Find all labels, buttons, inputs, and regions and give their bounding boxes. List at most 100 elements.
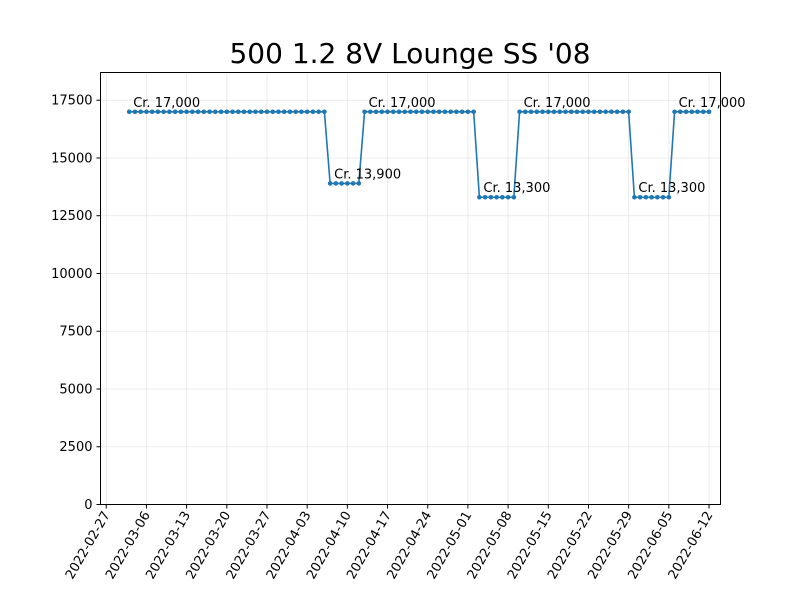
y-tick-label: 17500 bbox=[51, 94, 92, 109]
data-point bbox=[339, 181, 344, 186]
data-point bbox=[695, 109, 700, 115]
data-point bbox=[402, 109, 408, 115]
data-point bbox=[235, 109, 241, 115]
data-point bbox=[649, 194, 654, 200]
data-point bbox=[241, 109, 247, 115]
y-tick-label: 12500 bbox=[51, 209, 92, 224]
data-point bbox=[643, 194, 649, 200]
data-point bbox=[190, 109, 195, 115]
data-point bbox=[448, 109, 453, 115]
y-tick-label: 7500 bbox=[59, 325, 92, 340]
data-point bbox=[396, 109, 402, 115]
data-point bbox=[494, 194, 499, 200]
y-tick-label: 5000 bbox=[59, 382, 92, 397]
data-point bbox=[201, 109, 207, 115]
data-point bbox=[632, 194, 637, 200]
data-point bbox=[281, 109, 287, 115]
data-point bbox=[178, 109, 184, 115]
data-point bbox=[563, 109, 568, 115]
data-point bbox=[132, 109, 138, 115]
data-point bbox=[184, 109, 189, 115]
data-point bbox=[213, 109, 218, 115]
data-point bbox=[293, 109, 298, 115]
data-point bbox=[126, 109, 132, 115]
data-point bbox=[580, 109, 586, 115]
data-point bbox=[666, 194, 672, 200]
data-point bbox=[419, 109, 425, 115]
data-label: Cr. 17,000 bbox=[679, 96, 746, 111]
data-point bbox=[465, 109, 471, 115]
data-label: Cr. 13,300 bbox=[638, 181, 705, 196]
data-point bbox=[356, 181, 362, 186]
data-point bbox=[488, 194, 494, 200]
data-point bbox=[304, 109, 310, 115]
series-line bbox=[129, 110, 710, 199]
data-point bbox=[345, 181, 350, 186]
plot-frame bbox=[100, 72, 721, 505]
data-point bbox=[471, 109, 476, 115]
y-tick-label: 15000 bbox=[51, 151, 92, 166]
data-point bbox=[500, 194, 505, 200]
data-point bbox=[379, 109, 385, 115]
data-point bbox=[362, 109, 367, 115]
y-tick-label: 10000 bbox=[51, 267, 92, 282]
data-point bbox=[253, 109, 258, 115]
data-point bbox=[574, 109, 580, 115]
data-label: Cr. 13,900 bbox=[334, 167, 401, 182]
data-point bbox=[436, 109, 442, 115]
data-label: Cr. 17,000 bbox=[369, 96, 436, 111]
data-point bbox=[368, 109, 373, 115]
data-point bbox=[264, 109, 270, 115]
data-point bbox=[144, 109, 149, 115]
data-point bbox=[270, 109, 276, 115]
data-point bbox=[568, 109, 574, 115]
series-layer bbox=[126, 109, 712, 200]
data-point bbox=[390, 109, 396, 115]
data-point bbox=[224, 109, 230, 115]
data-point bbox=[689, 109, 695, 115]
data-point bbox=[161, 109, 166, 115]
data-point bbox=[442, 109, 448, 115]
data-point bbox=[276, 109, 281, 115]
data-point bbox=[700, 109, 706, 115]
data-point bbox=[425, 109, 431, 115]
data-point bbox=[655, 194, 660, 200]
data-point bbox=[534, 109, 540, 115]
data-point bbox=[167, 109, 172, 115]
data-point bbox=[459, 109, 465, 115]
chart-title: 500 1.2 8V Lounge SS '08 bbox=[229, 37, 590, 70]
data-point bbox=[528, 109, 534, 115]
data-point bbox=[540, 109, 545, 115]
data-label: Cr. 13,300 bbox=[483, 181, 550, 196]
data-point bbox=[591, 109, 597, 115]
annotation-layer: Cr. 17,000 Cr. 13,900 Cr. 17,000 Cr. 13,300… bbox=[133, 96, 745, 196]
data-point bbox=[316, 109, 321, 115]
data-point bbox=[350, 181, 356, 186]
data-label: Cr. 17,000 bbox=[133, 96, 200, 111]
data-point bbox=[706, 109, 712, 115]
data-point bbox=[597, 109, 603, 115]
data-point bbox=[482, 194, 488, 200]
data-point bbox=[678, 109, 683, 115]
data-point bbox=[333, 181, 339, 186]
data-point bbox=[614, 109, 620, 115]
data-point bbox=[551, 109, 557, 115]
data-point bbox=[511, 194, 517, 200]
data-point bbox=[586, 109, 591, 115]
data-point bbox=[172, 109, 178, 115]
data-point bbox=[603, 109, 608, 115]
data-point bbox=[258, 109, 264, 115]
data-point bbox=[247, 109, 253, 115]
data-point bbox=[660, 194, 666, 200]
data-point bbox=[454, 109, 459, 115]
data-point bbox=[637, 194, 643, 200]
data-point bbox=[517, 109, 522, 115]
data-point bbox=[620, 109, 626, 115]
y-tick-label: 2500 bbox=[59, 440, 92, 455]
y-tick-label: 0 bbox=[84, 498, 92, 513]
data-point bbox=[431, 109, 436, 115]
data-point bbox=[230, 109, 235, 115]
data-point bbox=[322, 109, 327, 115]
data-point bbox=[195, 109, 201, 115]
